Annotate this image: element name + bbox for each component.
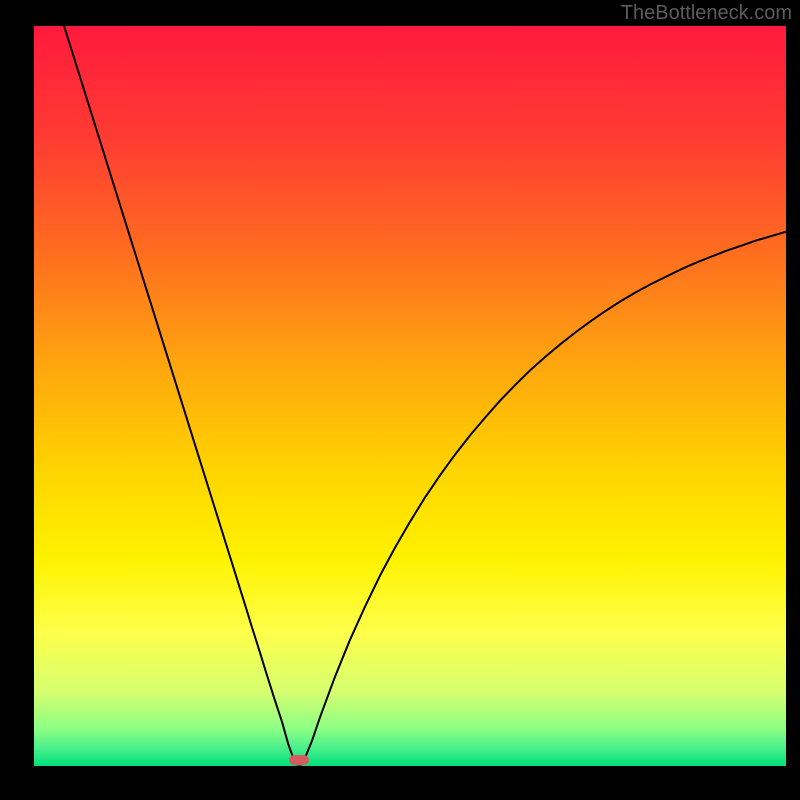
plot-area (34, 26, 786, 766)
optimal-point-marker (289, 755, 309, 765)
bottleneck-curve (34, 26, 786, 766)
bottleneck-chart: TheBottleneck.com (0, 0, 800, 800)
watermark-text: TheBottleneck.com (621, 2, 792, 25)
